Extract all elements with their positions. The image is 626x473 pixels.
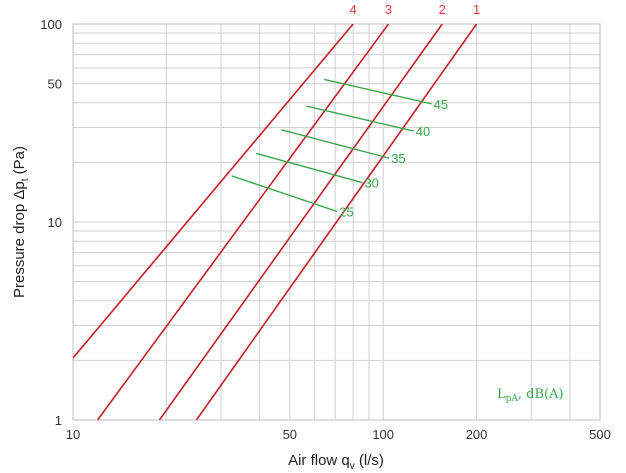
sound-level-lines: 25 30 35 40 45 xyxy=(231,78,448,219)
x-tick-label: 50 xyxy=(283,427,297,442)
x-tick-labels: 10 50 100 200 500 xyxy=(66,427,611,442)
sound-level-unit-label: LpA, dB(A) xyxy=(497,387,564,404)
sound-line-40 xyxy=(306,105,414,132)
y-tick-label: 100 xyxy=(40,17,62,32)
pressure-line-label-2: 2 xyxy=(439,2,446,17)
sound-line-label-45: 45 xyxy=(434,97,448,112)
pressure-line-1 xyxy=(195,24,478,420)
sound-line-25 xyxy=(231,175,338,213)
y-tick-label: 1 xyxy=(55,413,62,428)
sound-line-label-25: 25 xyxy=(339,204,353,219)
x-axis-title: Air flow qv (l/s) xyxy=(288,452,384,472)
sound-line-label-40: 40 xyxy=(416,124,430,139)
pressure-line-4 xyxy=(73,24,354,360)
x-tick-label: 100 xyxy=(372,427,394,442)
pressure-line-3 xyxy=(96,24,390,420)
sound-line-label-30: 30 xyxy=(364,176,378,191)
sound-line-45 xyxy=(323,78,432,105)
pressure-line-2 xyxy=(158,24,443,420)
pressure-line-label-1: 1 xyxy=(473,2,480,17)
y-tick-label: 50 xyxy=(48,77,62,92)
series-lines xyxy=(73,24,478,420)
sound-line-30 xyxy=(256,152,363,184)
y-tick-labels: 1 10 50 100 xyxy=(40,17,62,428)
y-axis-title: Pressure drop Δpt (Pa) xyxy=(11,146,31,298)
x-tick-label: 200 xyxy=(466,427,488,442)
pressure-line-label-4: 4 xyxy=(350,2,357,17)
sound-line-35 xyxy=(281,129,390,159)
plot-frame xyxy=(72,23,601,421)
series-labels: 1 2 3 4 xyxy=(350,2,481,17)
grid xyxy=(73,24,600,420)
x-tick-label: 500 xyxy=(589,427,611,442)
pressure-line-label-3: 3 xyxy=(385,2,392,17)
y-tick-label: 10 xyxy=(48,215,62,230)
x-tick-label: 10 xyxy=(66,427,80,442)
sound-line-label-35: 35 xyxy=(391,151,405,166)
